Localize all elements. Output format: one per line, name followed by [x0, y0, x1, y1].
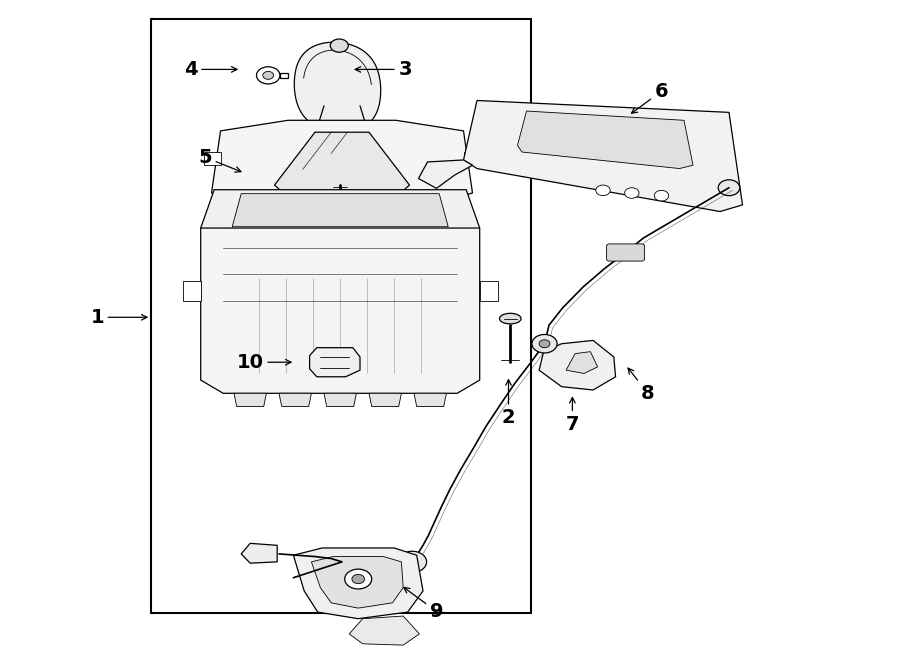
- Circle shape: [382, 305, 406, 323]
- Polygon shape: [204, 152, 220, 165]
- Text: 1: 1: [90, 308, 147, 327]
- Polygon shape: [311, 557, 403, 608]
- Polygon shape: [464, 152, 480, 165]
- Text: 10: 10: [237, 353, 291, 371]
- Polygon shape: [349, 616, 419, 645]
- Circle shape: [654, 190, 669, 201]
- Text: 2: 2: [501, 379, 516, 427]
- Text: 9: 9: [404, 588, 443, 621]
- Polygon shape: [418, 160, 472, 188]
- Circle shape: [259, 294, 313, 334]
- Circle shape: [345, 569, 372, 589]
- Polygon shape: [464, 100, 742, 212]
- Polygon shape: [274, 132, 410, 197]
- Polygon shape: [294, 42, 381, 132]
- Text: 3: 3: [356, 60, 412, 79]
- Polygon shape: [518, 111, 693, 169]
- Text: 7: 7: [565, 397, 580, 434]
- Circle shape: [539, 340, 550, 348]
- Circle shape: [532, 334, 557, 353]
- Circle shape: [396, 219, 407, 227]
- Polygon shape: [369, 393, 401, 407]
- Polygon shape: [201, 228, 480, 393]
- Polygon shape: [480, 281, 498, 301]
- Text: 4: 4: [184, 60, 237, 79]
- Polygon shape: [539, 340, 616, 390]
- Circle shape: [274, 305, 298, 323]
- Circle shape: [256, 67, 280, 84]
- Circle shape: [328, 305, 352, 323]
- Polygon shape: [241, 543, 277, 563]
- Polygon shape: [201, 190, 480, 236]
- Circle shape: [718, 180, 740, 196]
- Polygon shape: [234, 393, 266, 407]
- Polygon shape: [279, 393, 311, 407]
- Circle shape: [596, 185, 610, 196]
- Circle shape: [330, 39, 348, 52]
- Text: 8: 8: [628, 368, 655, 403]
- Polygon shape: [183, 281, 201, 301]
- Polygon shape: [293, 548, 423, 619]
- Ellipse shape: [500, 313, 521, 324]
- Polygon shape: [280, 73, 288, 78]
- FancyBboxPatch shape: [607, 244, 644, 261]
- Circle shape: [263, 71, 274, 79]
- Polygon shape: [232, 194, 448, 227]
- Polygon shape: [310, 348, 360, 377]
- Polygon shape: [414, 393, 446, 407]
- Polygon shape: [566, 352, 598, 373]
- Polygon shape: [212, 120, 473, 202]
- Circle shape: [352, 574, 365, 584]
- Circle shape: [367, 294, 421, 334]
- Text: 5: 5: [198, 148, 241, 172]
- Circle shape: [625, 188, 639, 198]
- Circle shape: [313, 294, 367, 334]
- Circle shape: [389, 214, 414, 232]
- Circle shape: [398, 551, 427, 572]
- Bar: [151, 19, 531, 613]
- Polygon shape: [324, 393, 356, 407]
- Text: 6: 6: [632, 82, 669, 113]
